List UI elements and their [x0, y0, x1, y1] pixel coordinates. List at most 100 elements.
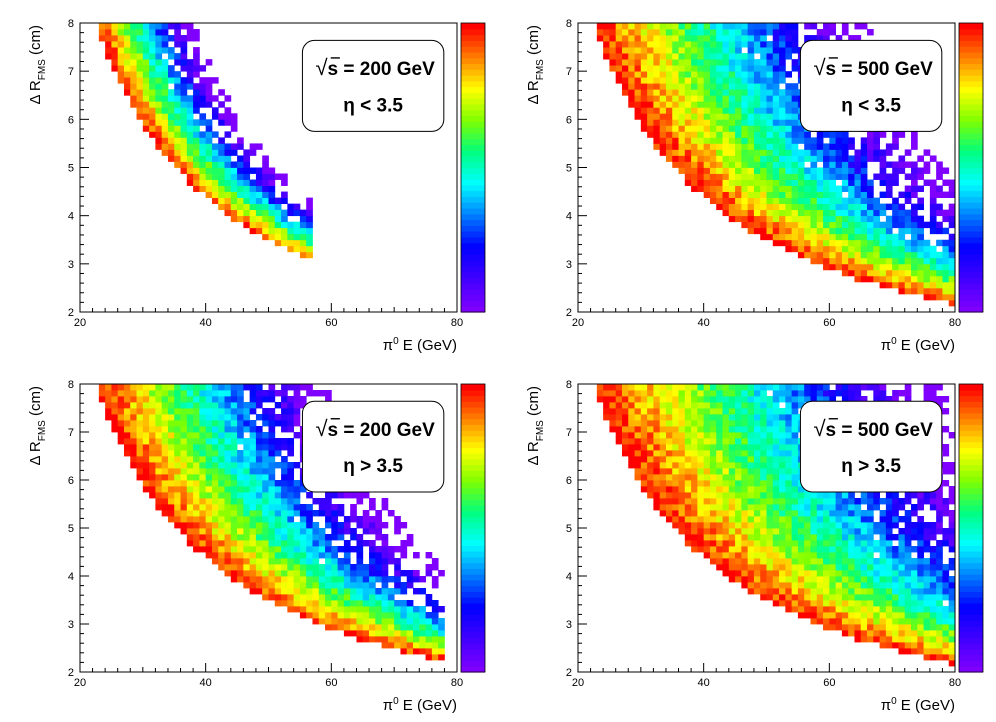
heatmap-cell — [596, 396, 604, 403]
heatmap-cell — [841, 594, 849, 601]
heatmap-cell — [325, 534, 332, 541]
heatmap-cell — [224, 432, 232, 439]
heatmap-cell — [659, 474, 667, 481]
heatmap-cell — [829, 161, 837, 168]
heatmap-cell — [337, 600, 345, 607]
heatmap-cell — [274, 414, 282, 421]
heatmap-cell — [350, 546, 357, 553]
heatmap-cell — [747, 23, 755, 30]
heatmap-cell — [438, 636, 445, 643]
heatmap-cell — [672, 396, 679, 403]
heatmap-cell — [810, 570, 818, 577]
heatmap-cell — [199, 101, 207, 108]
heatmap-cell — [155, 420, 163, 427]
heatmap-cell — [747, 107, 755, 114]
heatmap-cell — [306, 384, 313, 391]
heatmap-cell — [797, 384, 805, 391]
heatmap-cell — [312, 510, 320, 517]
heatmap-cell — [262, 504, 269, 511]
heatmap-cell — [237, 432, 244, 439]
heatmap-cell — [218, 113, 225, 120]
heatmap-cell — [867, 564, 874, 571]
heatmap-cell — [180, 414, 188, 421]
heatmap-cell — [325, 582, 332, 589]
heatmap-cell — [634, 53, 642, 60]
heatmap-cell — [816, 221, 824, 229]
heatmap-cell — [180, 462, 188, 469]
heatmap-cell — [797, 167, 805, 174]
heatmap-cell — [262, 528, 269, 535]
heatmap-cell — [678, 83, 686, 90]
heatmap-cell — [136, 450, 144, 457]
heatmap-cell — [375, 594, 382, 601]
heatmap-cell — [691, 390, 698, 397]
heatmap-cell — [299, 528, 307, 535]
heatmap-cell — [766, 426, 774, 433]
heatmap-cell — [394, 546, 401, 553]
heatmap-cell — [224, 552, 232, 559]
heatmap-cell — [356, 564, 364, 571]
heatmap-cell — [848, 582, 855, 589]
heatmap-cell — [149, 402, 156, 409]
heatmap-cell — [117, 65, 125, 72]
heatmap-cell — [249, 510, 257, 517]
heatmap-cell — [691, 480, 698, 487]
heatmap-cell — [111, 390, 119, 397]
heatmap-cell — [615, 29, 623, 36]
heatmap-cell — [722, 23, 730, 30]
heatmap-cell — [653, 462, 661, 469]
heatmap-cell — [142, 432, 150, 439]
heatmap-cell — [823, 510, 830, 517]
heatmap-cell — [829, 245, 837, 253]
heatmap-cell — [923, 179, 931, 186]
heatmap-cell — [381, 534, 389, 541]
heatmap-cell — [709, 468, 717, 475]
heatmap-cell — [728, 534, 736, 541]
heatmap-cell — [640, 65, 648, 72]
heatmap-cell — [703, 546, 711, 553]
heatmap-cell — [709, 29, 717, 36]
heatmap-cell — [142, 474, 150, 481]
heatmap-cell — [287, 426, 295, 433]
heatmap-cell — [193, 35, 200, 42]
heatmap-cell — [779, 65, 786, 72]
heatmap-cell — [281, 528, 288, 535]
heatmap-cell — [904, 161, 912, 168]
heatmap-cell — [879, 582, 887, 589]
heatmap-cell — [772, 239, 780, 247]
heatmap-cell — [218, 402, 225, 409]
heatmap-cell — [709, 450, 717, 457]
heatmap-cell — [867, 239, 874, 247]
heatmap-cell — [255, 167, 263, 174]
y-tick-label: 7 — [68, 66, 74, 78]
heatmap-cell — [785, 576, 793, 583]
heatmap-cell — [274, 221, 282, 229]
heatmap-cell — [634, 23, 642, 30]
heatmap-cell — [205, 155, 213, 162]
heatmap-cell — [741, 522, 749, 529]
heatmap-cell — [923, 221, 931, 229]
heatmap-cell — [281, 516, 288, 523]
heatmap-cell — [167, 131, 175, 138]
heatmap-cell — [243, 221, 251, 229]
heatmap-cell — [816, 245, 824, 253]
heatmap-cell — [174, 438, 181, 445]
heatmap-cell — [797, 197, 805, 205]
heatmap-cell — [268, 522, 276, 529]
heatmap-cell — [835, 131, 843, 138]
heatmap-cell — [835, 251, 843, 259]
heatmap-cell — [672, 107, 679, 114]
heatmap-cell — [810, 390, 818, 397]
heatmap-cell — [697, 185, 705, 192]
heatmap-cell — [343, 582, 351, 589]
heatmap-cell — [155, 408, 163, 415]
heatmap-cell — [167, 137, 175, 144]
heatmap-cell — [841, 149, 849, 156]
heatmap-cell — [268, 456, 276, 463]
heatmap-cell — [659, 456, 667, 463]
heatmap-cell — [306, 558, 313, 565]
heatmap-cell — [848, 612, 855, 619]
heatmap-cell — [917, 251, 924, 259]
heatmap-cell — [892, 233, 899, 241]
